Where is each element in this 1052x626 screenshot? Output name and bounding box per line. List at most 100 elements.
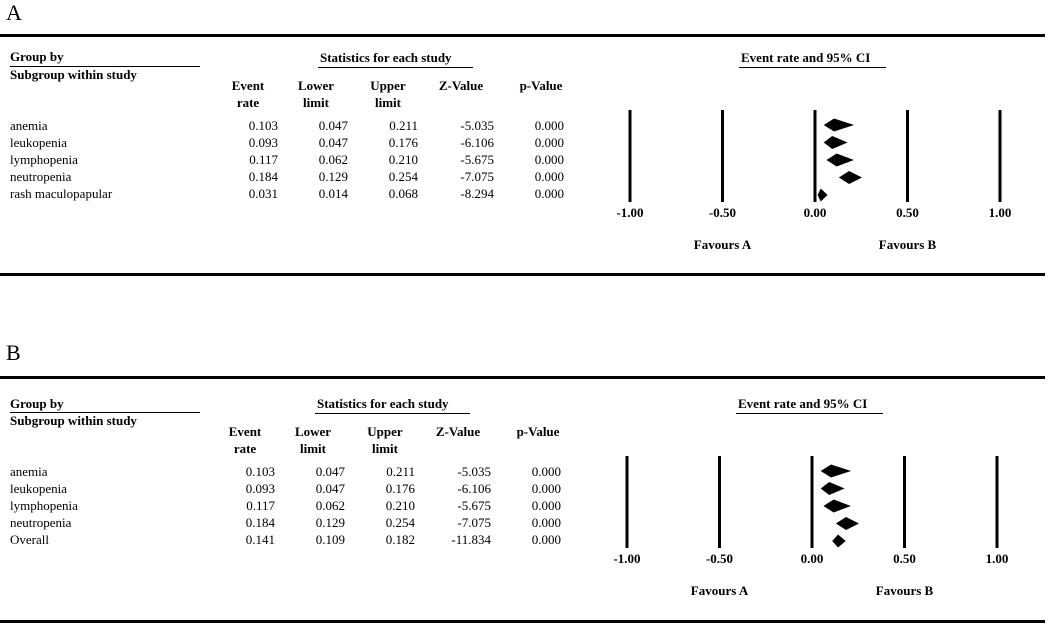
col-header-line1: Upper [367, 424, 403, 439]
event-rate-value: 0.141 [245, 532, 275, 547]
p-value: 0.000 [531, 532, 561, 547]
z-value: -5.035 [457, 464, 491, 479]
top-rule [0, 376, 1045, 379]
lower-limit-value: 0.047 [318, 135, 348, 150]
x-tick-label: -0.50 [709, 205, 736, 220]
z-value: -5.675 [457, 498, 491, 513]
lower-limit-value: 0.062 [315, 498, 345, 513]
group-by-header: Group by [10, 396, 64, 411]
p-value: 0.000 [534, 169, 564, 184]
event-rate-value: 0.093 [248, 135, 278, 150]
upper-limit-value: 0.254 [388, 169, 418, 184]
panel-label: A [6, 0, 22, 25]
favours-right-label: Favours B [876, 583, 934, 598]
p-value: 0.000 [534, 152, 564, 167]
p-value: 0.000 [534, 186, 564, 201]
event-rate-value: 0.184 [245, 515, 275, 530]
subgroup-header: Subgroup within study [10, 67, 137, 82]
row-name: leukopenia [10, 135, 68, 150]
col-header-line1: Event [231, 78, 265, 93]
effect-diamond [832, 534, 846, 548]
forest-plot-b: -1.00 -0.50 0.00 0.50 1.00 Favours A Favours B [613, 456, 1008, 598]
effect-diamond [817, 188, 828, 202]
plot-title: Event rate and 95% CI [738, 396, 868, 411]
statistics-underline [315, 413, 470, 414]
effect-diamond [820, 464, 852, 478]
lower-limit-value: 0.109 [315, 532, 345, 547]
row-name: neutropenia [10, 515, 72, 530]
upper-limit-value: 0.211 [389, 118, 418, 133]
col-header-line2: p-Value [519, 78, 563, 93]
effect-diamond [823, 499, 851, 513]
group-by-underline [10, 412, 200, 413]
upper-limit-value: 0.211 [386, 464, 415, 479]
upper-limit-value: 0.254 [385, 515, 415, 530]
plot-title: Event rate and 95% CI [741, 50, 871, 65]
lower-limit-value: 0.014 [318, 186, 348, 201]
statistics-header: Statistics for each study [317, 396, 449, 411]
row-name: lymphopenia [10, 498, 78, 513]
z-value: -11.834 [451, 532, 491, 547]
row-name: anemia [10, 118, 48, 133]
effect-diamond [835, 517, 859, 530]
top-rule [0, 34, 1045, 37]
row-name: Overall [10, 532, 49, 547]
col-header-line1: Event [228, 424, 262, 439]
event-rate-value: 0.117 [249, 152, 278, 167]
upper-limit-value: 0.176 [388, 135, 418, 150]
p-value: 0.000 [534, 118, 564, 133]
lower-limit-value: 0.047 [318, 118, 348, 133]
col-header-line2: limit [372, 441, 398, 456]
subgroup-header: Subgroup within study [10, 413, 137, 428]
group-by-header: Group by [10, 49, 64, 64]
col-header-upper-limit: Upper limit [357, 423, 413, 457]
favours-left-label: Favours A [691, 583, 749, 598]
col-header-line2: rate [236, 95, 260, 110]
row-name: neutropenia [10, 169, 72, 184]
effect-diamond [823, 136, 848, 149]
x-tick-label: 0.50 [893, 551, 916, 566]
event-rate-value: 0.184 [248, 169, 278, 184]
col-header-upper-limit: Upper limit [360, 77, 416, 111]
p-value: 0.000 [531, 515, 561, 530]
effect-diamond [823, 118, 855, 132]
z-value: -7.075 [460, 169, 494, 184]
statistics-underline [318, 67, 473, 68]
effect-diamond [826, 153, 854, 167]
event-rate-value: 0.093 [245, 481, 275, 496]
col-header-line2: limit [303, 95, 329, 110]
x-tick-label: 0.00 [801, 551, 824, 566]
effect-diamond [820, 482, 845, 495]
plot-title-underline [736, 413, 883, 414]
effect-diamond [838, 171, 862, 184]
forest-panel-b: B Group by Subgroup within study Statist… [0, 340, 1052, 626]
favours-left-label: Favours A [694, 237, 752, 252]
row-name: lymphopenia [10, 152, 78, 167]
z-value: -5.675 [460, 152, 494, 167]
lower-limit-value: 0.047 [315, 464, 345, 479]
plot-title-underline [739, 67, 886, 68]
col-header-line2: p-Value [516, 424, 560, 439]
panel-label: B [6, 340, 21, 365]
p-value: 0.000 [534, 135, 564, 150]
x-tick-label: -1.00 [613, 551, 640, 566]
col-header-line2: rate [233, 441, 257, 456]
bottom-rule [0, 273, 1045, 276]
event-rate-value: 0.103 [245, 464, 275, 479]
z-value: -6.106 [460, 135, 494, 150]
col-header-line2: limit [375, 95, 401, 110]
lower-limit-value: 0.047 [315, 481, 345, 496]
col-header-lower-limit: Lower limit [288, 77, 344, 111]
statistics-header: Statistics for each study [320, 50, 452, 65]
col-header-z-value: Z-Value [425, 77, 497, 94]
x-tick-label: 0.50 [896, 205, 919, 220]
col-header-line2: limit [300, 441, 326, 456]
upper-limit-value: 0.176 [385, 481, 415, 496]
p-value: 0.000 [531, 464, 561, 479]
upper-limit-value: 0.210 [388, 152, 418, 167]
x-tick-label: -1.00 [616, 205, 643, 220]
col-header-line1: Upper [370, 78, 406, 93]
z-value: -8.294 [460, 186, 494, 201]
col-header-event-rate: Event rate [220, 77, 276, 111]
z-value: -6.106 [457, 481, 491, 496]
